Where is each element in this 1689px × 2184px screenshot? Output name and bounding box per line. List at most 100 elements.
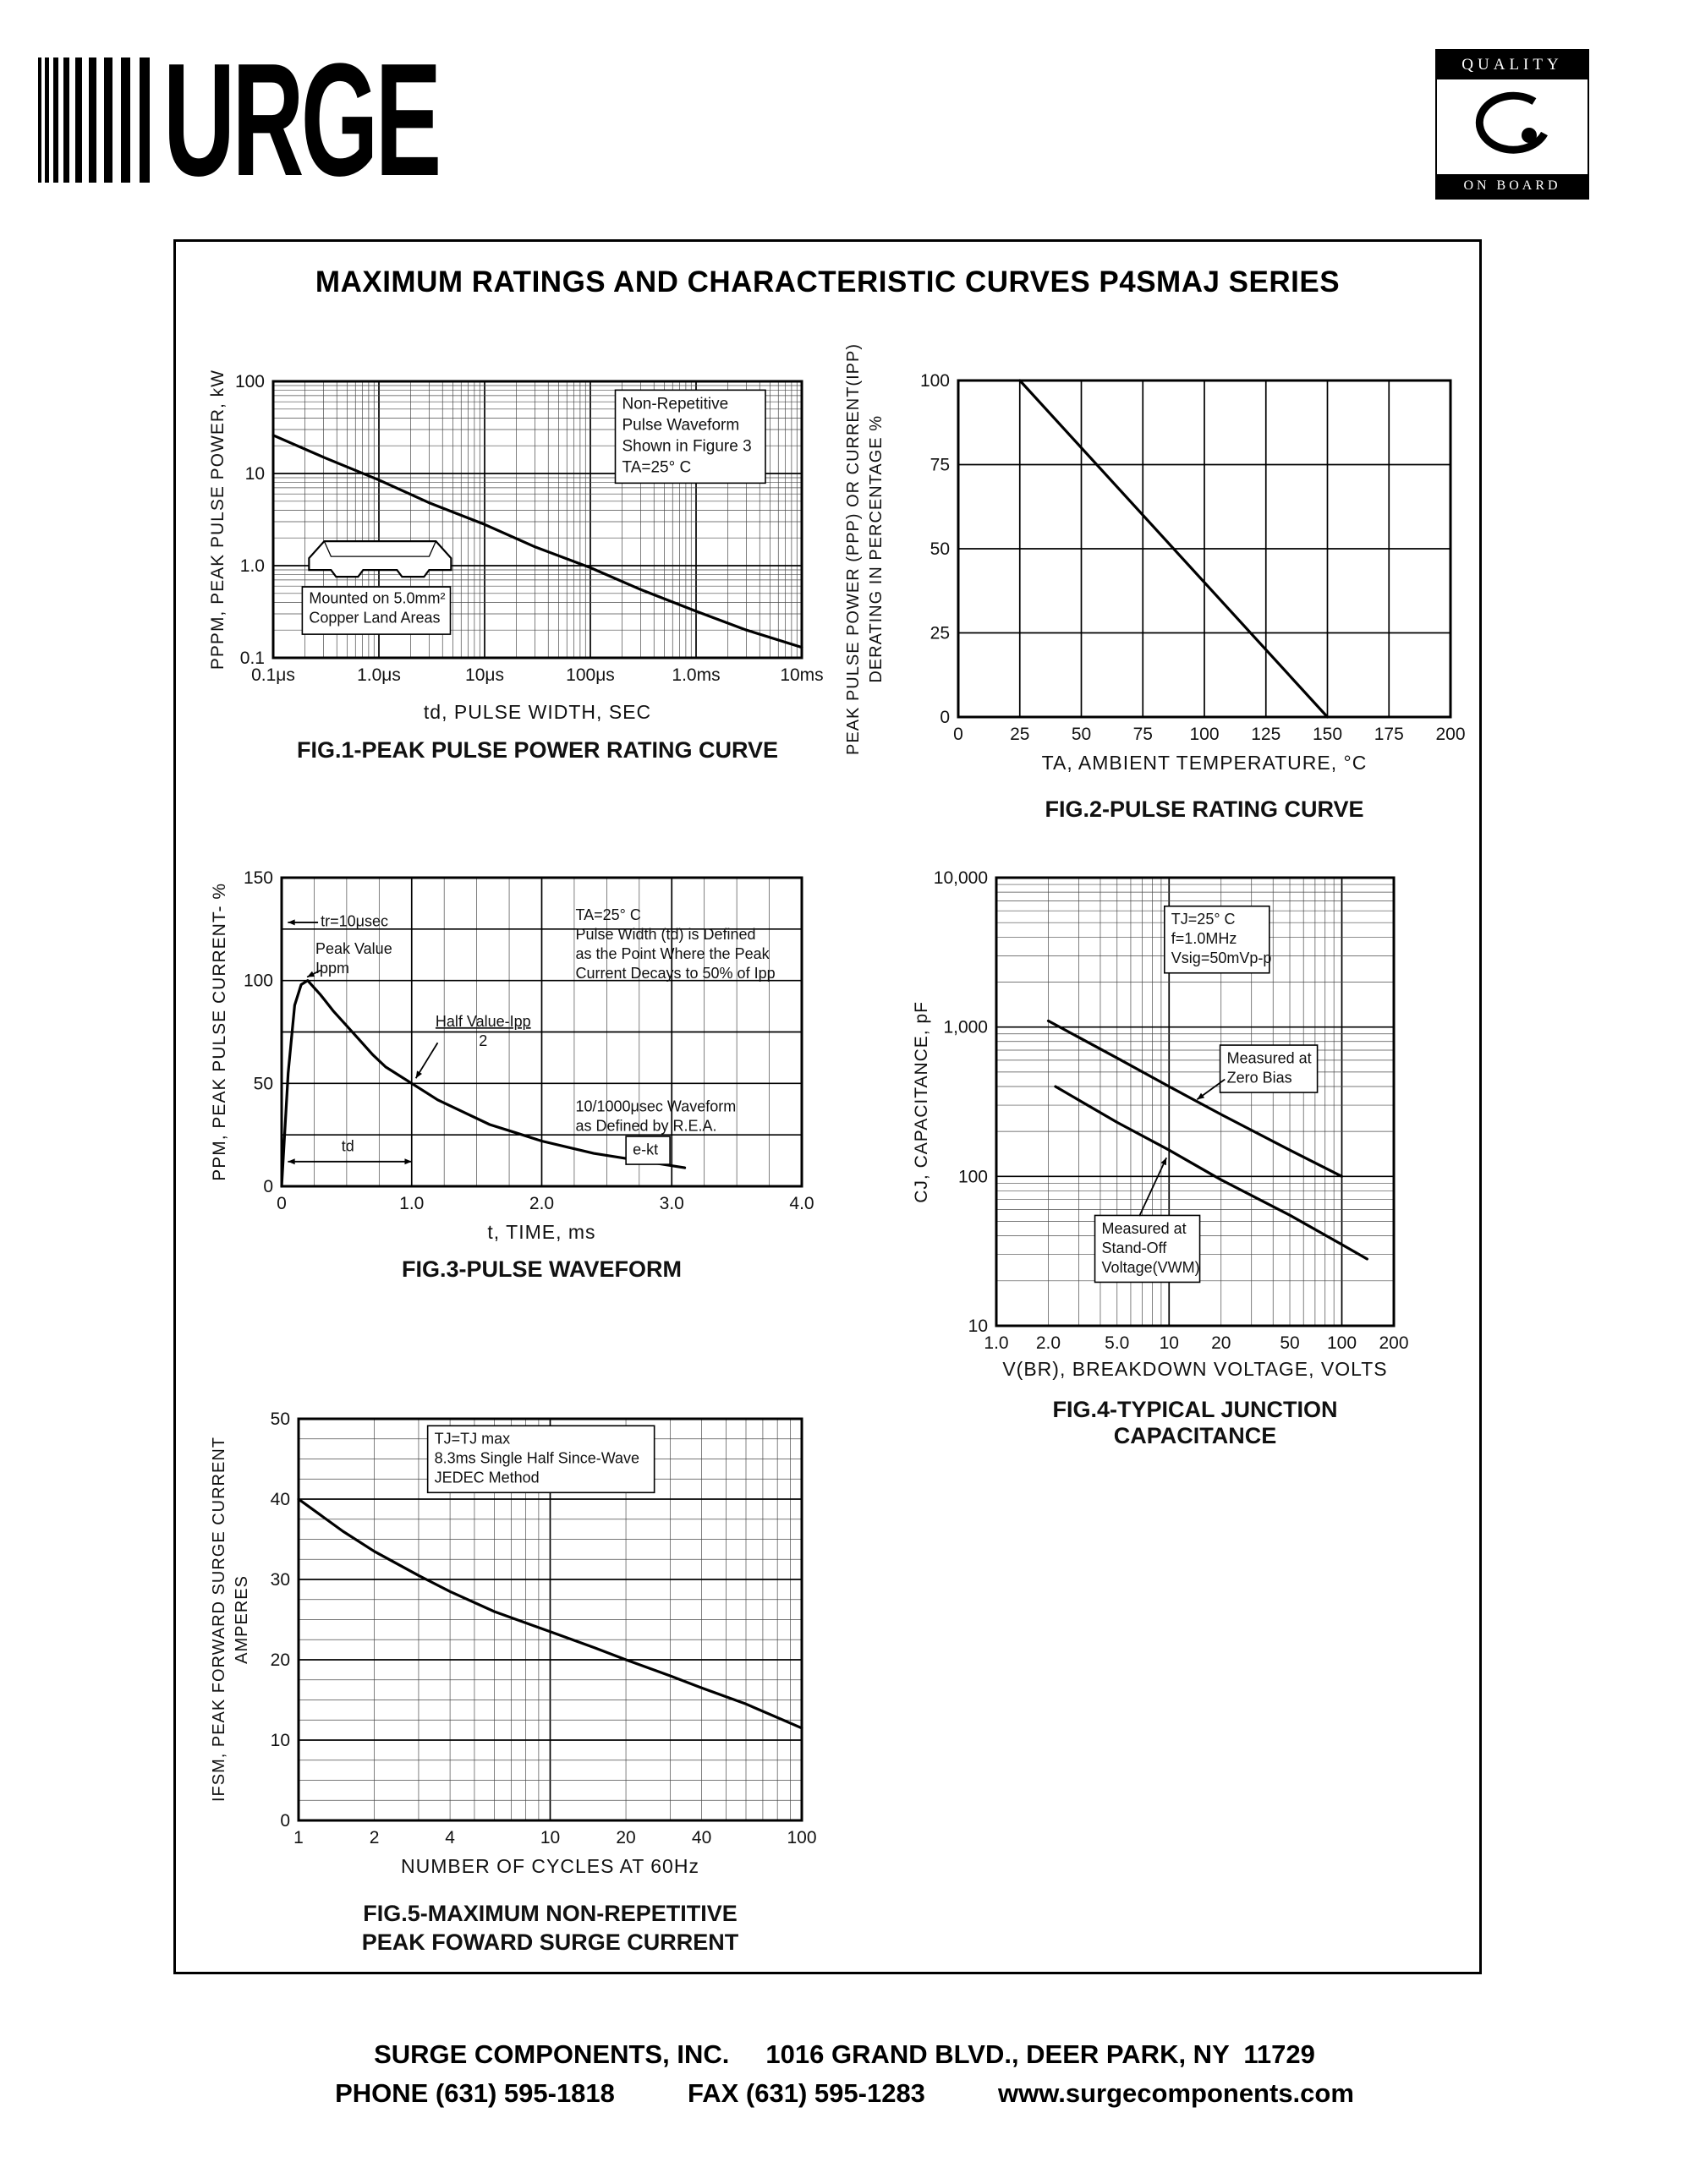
svg-text:2: 2 [370, 1828, 380, 1847]
svg-text:3.0: 3.0 [660, 1194, 684, 1213]
content-frame: MAXIMUM RATINGS AND CHARACTERISTIC CURVE… [173, 239, 1482, 1974]
fig4-y-axis-title-text: CJ, CAPACITANCE, pF [912, 1000, 931, 1203]
fig2-caption: FIG.2-PULSE RATING CURVE [1045, 796, 1364, 822]
svg-text:1.0μs: 1.0μs [357, 665, 401, 685]
fig5-canvas: 1 2 4 10 20 40 100 0 10 20 30 40 50 TJ=TJ max 8.3ms Si… [271, 1409, 817, 1847]
quality-badge-bottom-label: ON BOARD [1437, 174, 1588, 198]
svg-text:0: 0 [277, 1194, 287, 1213]
svg-text:100: 100 [235, 372, 265, 391]
eye-swoosh-icon [1475, 91, 1548, 154]
svg-text:Measured at: Measured at [1227, 1049, 1312, 1066]
svg-text:0: 0 [280, 1811, 290, 1831]
fig3-canvas: 0 1.0 2.0 3.0 4.0 0 50 100 150 tr=10μsec Peak Valu… [244, 868, 814, 1213]
svg-text:10: 10 [540, 1828, 560, 1847]
svg-text:50: 50 [254, 1074, 273, 1093]
svg-text:Mounted on 5.0mm²: Mounted on 5.0mm² [309, 589, 445, 606]
svg-text:100: 100 [1327, 1333, 1357, 1353]
svg-text:Zero Bias: Zero Bias [1227, 1069, 1292, 1086]
fig2-canvas: 0 25 50 75 100 125 150 175 200 0 25 50 75 100 [920, 371, 1466, 744]
svg-text:75: 75 [930, 456, 950, 475]
svg-text:TJ=25° C: TJ=25° C [1171, 911, 1236, 928]
svg-text:TA=25° C: TA=25° C [575, 906, 640, 923]
fig4-caption: FIG.4-TYPICAL JUNCTION CAPACITANCE [1052, 1397, 1338, 1448]
fig1-y-axis-title: PPPM, PEAK PULSE POWER, kW [201, 369, 235, 670]
surge-logo: URGE [38, 30, 607, 210]
svg-text:Pulse Waveform: Pulse Waveform [622, 417, 740, 435]
quality-badge-eye-icon [1437, 79, 1588, 174]
svg-text:10ms: 10ms [780, 665, 823, 685]
fig5-y-axis-title-line1: IFSM, PEAK FORWARD SURGE CURRENT [210, 1437, 228, 1803]
fig1-canvas: 0.1μs 1.0μs 10μs 100μs 1.0ms 10ms 100 10 1.0 0.1 N… [235, 372, 824, 685]
fig5-y-axis-title: IFSM, PEAK FORWARD SURGE CURRENT AMPERES [210, 1419, 252, 1820]
svg-text:Stand-Off: Stand-Off [1102, 1240, 1168, 1256]
svg-text:100: 100 [958, 1167, 988, 1186]
svg-text:150: 150 [244, 868, 273, 888]
svg-text:Current Decays to 50% of Ipp: Current Decays to 50% of Ipp [575, 965, 775, 982]
svg-text:200: 200 [1379, 1333, 1408, 1353]
fig2-x-axis-title: TA, AMBIENT TEMPERATURE, °C [1041, 752, 1368, 774]
svg-text:1: 1 [293, 1828, 304, 1847]
svg-text:Half Value-Ipp: Half Value-Ipp [436, 1013, 531, 1030]
svg-text:8.3ms Single Half Since-Wave: 8.3ms Single Half Since-Wave [435, 1450, 639, 1467]
svg-text:100: 100 [1189, 725, 1219, 744]
svg-text:Copper Land Areas: Copper Land Areas [309, 609, 440, 626]
svg-text:Peak Value: Peak Value [315, 940, 392, 957]
fig4-canvas: 1.0 2.0 5.0 10 20 50 100 200 10,000 1,000 100 10 TJ=… [934, 868, 1409, 1353]
fig1-x-axis-title: td, PULSE WIDTH, SEC [423, 701, 652, 723]
svg-text:TA=25° C: TA=25° C [622, 459, 692, 477]
page-title: MAXIMUM RATINGS AND CHARACTERISTIC CURVE… [315, 265, 1341, 298]
svg-text:td: td [342, 1138, 354, 1155]
svg-text:e-kt: e-kt [633, 1141, 658, 1158]
fig2-y-axis-title-line2: DERATING IN PERCENTAGE % [867, 414, 886, 683]
fig4-x-axis-title: V(BR), BREAKDOWN VOLTAGE, VOLTS [1002, 1358, 1388, 1380]
svg-text:2.0: 2.0 [1036, 1333, 1061, 1353]
fig5-x-axis-title: NUMBER OF CYCLES AT 60Hz [401, 1855, 699, 1877]
fig2-y-axis-title-line1: PEAK PULSE POWER (PPP) OR CURRENT(IPP) [844, 342, 863, 755]
svg-text:50: 50 [930, 539, 950, 559]
fig5-caption-line2: PEAK FOWARD SURGE CURRENT [361, 1929, 739, 1955]
fig3-y-axis-title: PPM, PEAK PULSE CURRENT- % [203, 878, 237, 1186]
svg-text:10: 10 [271, 1731, 290, 1750]
svg-text:f=1.0MHz: f=1.0MHz [1171, 930, 1237, 947]
footer-contact-line: PHONE (631) 595-1818 FAX (631) 595-1283 … [335, 2078, 1354, 2108]
svg-text:4: 4 [445, 1828, 455, 1847]
svg-text:75: 75 [1133, 725, 1153, 744]
svg-text:20: 20 [616, 1828, 635, 1847]
svg-text:Ippm: Ippm [315, 960, 349, 977]
fig1-caption: FIG.1-PEAK PULSE POWER RATING CURVE [296, 737, 779, 763]
svg-text:30: 30 [271, 1570, 290, 1590]
svg-text:10μs: 10μs [465, 665, 504, 685]
svg-text:0.1: 0.1 [240, 649, 265, 668]
svg-text:100: 100 [787, 1828, 816, 1847]
svg-text:0: 0 [263, 1177, 273, 1196]
svg-text:Measured at: Measured at [1102, 1220, 1187, 1237]
surge-logo-text: URGE [163, 30, 441, 210]
fig2-y-axis-title: PEAK PULSE POWER (PPP) OR CURRENT(IPP) D… [844, 343, 886, 755]
svg-text:50: 50 [1072, 725, 1091, 744]
svg-text:2: 2 [479, 1032, 487, 1049]
footer-address-line: SURGE COMPONENTS, INC. 1016 GRAND BLVD.,… [374, 2039, 1315, 2069]
fig5-caption-line1: FIG.5-MAXIMUM NON-REPETITIVE [363, 1901, 738, 1926]
svg-text:0: 0 [940, 708, 950, 727]
svg-text:5.0: 5.0 [1105, 1333, 1129, 1353]
svg-text:as the Point Where the Peak: as the Point Where the Peak [575, 945, 770, 962]
svg-text:175: 175 [1374, 725, 1404, 744]
fig3-x-axis-title: t, TIME, ms [487, 1221, 596, 1243]
svg-text:50: 50 [271, 1409, 290, 1429]
svg-text:Shown in Figure 3: Shown in Figure 3 [622, 438, 752, 456]
quality-badge: QUALITY ON BOARD [1435, 49, 1589, 200]
fig4-chart: 1.0 2.0 5.0 10 20 50 100 200 10,000 1,000 100 10 TJ=… [934, 868, 1409, 1353]
svg-text:10: 10 [1160, 1333, 1179, 1353]
fig2-chart: 0 25 50 75 100 125 150 175 200 0 25 50 75 100 [920, 371, 1466, 744]
fig3-chart: 0 1.0 2.0 3.0 4.0 0 50 100 150 tr=10μsec Peak Valu… [244, 868, 814, 1213]
svg-text:0: 0 [953, 725, 963, 744]
svg-text:2.0: 2.0 [529, 1194, 554, 1213]
svg-text:125: 125 [1251, 725, 1280, 744]
svg-text:20: 20 [1211, 1333, 1231, 1353]
fig3-y-axis-title-text: PPM, PEAK PULSE CURRENT- % [210, 883, 229, 1181]
fig3-caption: FIG.3-PULSE WAVEFORM [401, 1256, 682, 1282]
svg-text:100: 100 [244, 972, 273, 991]
svg-text:40: 40 [271, 1490, 290, 1509]
svg-text:Non-Repetitive: Non-Repetitive [622, 396, 729, 413]
